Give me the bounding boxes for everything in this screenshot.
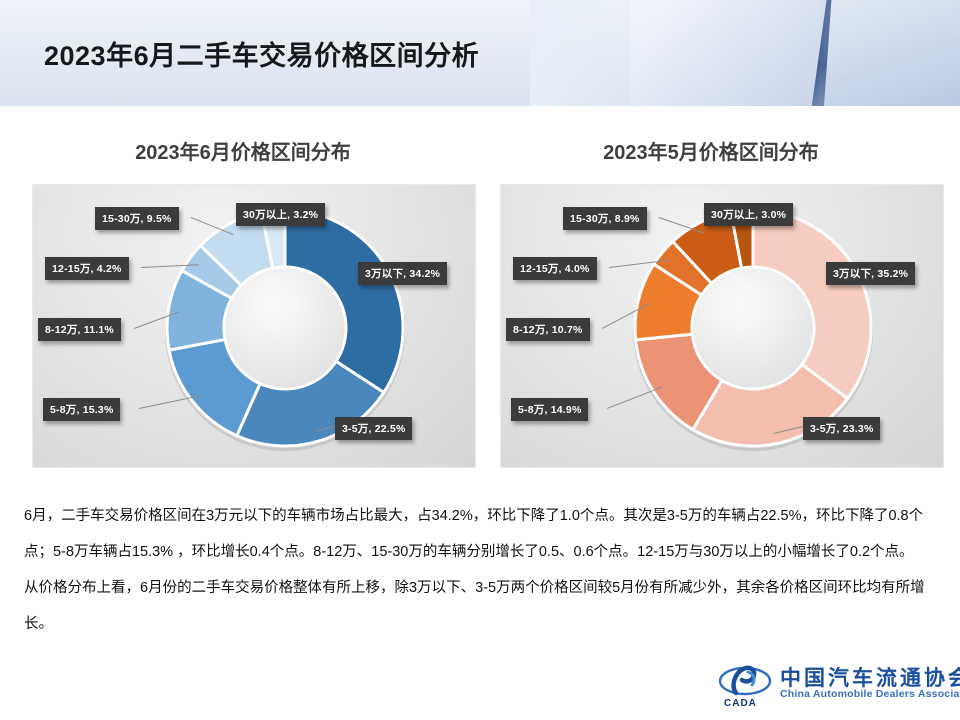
blue-cubes-decoration — [630, 0, 960, 106]
data-label-callout: 12-15万, 4.0% — [513, 257, 597, 280]
data-label-callout: 3-5万, 23.3% — [803, 417, 881, 440]
header-gradient-fade — [530, 0, 660, 106]
data-label-callout: 12-15万, 4.2% — [45, 257, 129, 280]
data-label-callout: 8-12万, 11.1% — [38, 318, 121, 341]
chart-panel-may: 15-30万, 8.9% 30万以上, 3.0% 12-15万, 4.0% 3万以下,… — [500, 184, 944, 468]
data-label-callout: 3万以下, 34.2% — [358, 262, 448, 285]
chart-block-may: 2023年5月价格区间分布 15-30万, 8.9% 30万以上, 3.0% 12-… — [482, 106, 944, 486]
charts-region: 2023年6月价格区间分布 15-30万, 9.5% 30万以上, 3.2% 12-… — [0, 106, 960, 486]
data-label-callout: 3-5万, 22.5% — [335, 417, 413, 440]
data-label-callout: 8-12万, 10.7% — [506, 318, 590, 341]
donut-hole — [225, 268, 345, 388]
logo-name-cn: 中国汽车流通协会 — [780, 667, 960, 690]
chart-panel-june: 15-30万, 9.5% 30万以上, 3.2% 12-15万, 4.2% 3万以下,… — [32, 184, 476, 468]
cada-emblem-icon: CADA — [718, 665, 772, 708]
data-label-callout: 5-8万, 15.3% — [43, 398, 121, 421]
page-header: 2023年6月二手车交易价格区间分析 — [0, 0, 960, 106]
cada-logo: CADA 中国汽车流通协会 China Automobile Dealers A… — [718, 660, 960, 712]
page-title: 2023年6月二手车交易价格区间分析 — [44, 41, 480, 71]
data-label-callout: 15-30万, 8.9% — [563, 207, 647, 230]
data-label-callout: 5-8万, 14.9% — [511, 398, 589, 421]
analysis-text: 6月，二手车交易价格区间在3万元以下的车辆市场占比最大，占34.2%，环比下降了… — [24, 498, 936, 642]
data-label-callout: 30万以上, 3.0% — [704, 203, 794, 226]
donut-slice[interactable] — [283, 208, 405, 395]
donut-hole — [693, 268, 813, 388]
donut-slice[interactable] — [751, 208, 873, 401]
data-label-callout: 3万以下, 35.2% — [826, 262, 916, 285]
analysis-paragraph-2: 从价格分布上看，6月份的二手车交易价格整体有所上移，除3万以下、3-5万两个价格… — [24, 580, 925, 632]
chart-title-may: 2023年5月价格区间分布 — [603, 142, 819, 164]
analysis-paragraph-1: 6月，二手车交易价格区间在3万元以下的车辆市场占比最大，占34.2%，环比下降了… — [24, 508, 924, 560]
chart-block-june: 2023年6月价格区间分布 15-30万, 9.5% 30万以上, 3.2% 12-… — [14, 106, 476, 486]
donut-chart-june: 15-30万, 9.5% 30万以上, 3.2% 12-15万, 4.2% 3万以下,… — [33, 185, 475, 467]
chart-title-june: 2023年6月价格区间分布 — [135, 142, 351, 164]
data-label-callout: 30万以上, 3.2% — [236, 203, 326, 226]
svg-text:CADA: CADA — [724, 698, 757, 708]
donut-chart-may: 15-30万, 8.9% 30万以上, 3.0% 12-15万, 4.0% 3万以下,… — [501, 185, 943, 467]
data-label-callout: 15-30万, 9.5% — [95, 207, 179, 230]
logo-name-en: China Automobile Dealers Association — [780, 688, 960, 700]
